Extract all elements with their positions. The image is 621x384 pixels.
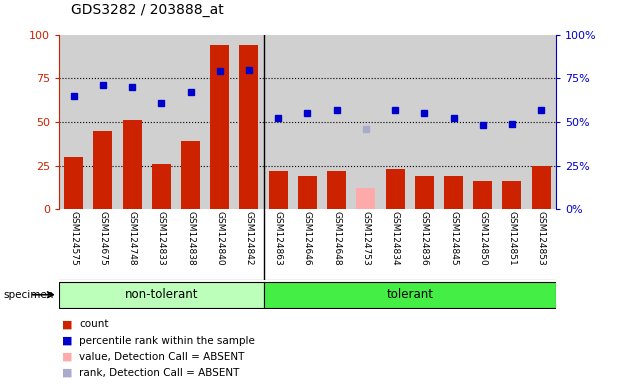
Bar xyxy=(240,45,258,209)
FancyBboxPatch shape xyxy=(59,282,263,308)
Bar xyxy=(327,171,346,209)
Text: GSM124842: GSM124842 xyxy=(245,211,253,265)
Text: rank, Detection Call = ABSENT: rank, Detection Call = ABSENT xyxy=(79,368,240,378)
Bar xyxy=(93,131,112,209)
Text: GSM124575: GSM124575 xyxy=(69,211,78,265)
Bar xyxy=(211,45,229,209)
Text: GSM124834: GSM124834 xyxy=(391,211,399,265)
Text: GSM124836: GSM124836 xyxy=(420,211,428,265)
Text: count: count xyxy=(79,319,109,329)
Text: GSM124646: GSM124646 xyxy=(303,211,312,265)
Text: GSM124853: GSM124853 xyxy=(537,211,546,265)
Text: GSM124753: GSM124753 xyxy=(361,211,370,265)
Bar xyxy=(298,176,317,209)
Text: GSM124863: GSM124863 xyxy=(274,211,283,265)
Text: GSM124748: GSM124748 xyxy=(127,211,137,265)
Text: ■: ■ xyxy=(62,336,73,346)
Bar xyxy=(64,157,83,209)
Text: GSM124675: GSM124675 xyxy=(98,211,107,265)
FancyBboxPatch shape xyxy=(263,282,556,308)
Text: GSM124851: GSM124851 xyxy=(507,211,517,265)
Bar xyxy=(181,141,200,209)
Text: GSM124833: GSM124833 xyxy=(156,211,166,265)
Text: ■: ■ xyxy=(62,319,73,329)
Text: GSM124845: GSM124845 xyxy=(449,211,458,265)
Text: GSM124850: GSM124850 xyxy=(478,211,487,265)
Bar xyxy=(444,176,463,209)
Bar xyxy=(356,188,375,209)
Text: tolerant: tolerant xyxy=(386,288,433,301)
Bar xyxy=(122,120,142,209)
Bar xyxy=(473,181,492,209)
Text: GSM124648: GSM124648 xyxy=(332,211,341,265)
Bar xyxy=(152,164,171,209)
Text: GSM124838: GSM124838 xyxy=(186,211,195,265)
Bar xyxy=(386,169,404,209)
Text: value, Detection Call = ABSENT: value, Detection Call = ABSENT xyxy=(79,352,245,362)
Bar xyxy=(532,166,551,209)
Bar xyxy=(269,171,288,209)
Bar xyxy=(502,181,522,209)
Text: specimen: specimen xyxy=(3,290,53,300)
Text: ■: ■ xyxy=(62,352,73,362)
Bar xyxy=(415,176,434,209)
Text: ■: ■ xyxy=(62,368,73,378)
Text: GDS3282 / 203888_at: GDS3282 / 203888_at xyxy=(71,3,224,17)
Text: non-tolerant: non-tolerant xyxy=(125,288,198,301)
Text: percentile rank within the sample: percentile rank within the sample xyxy=(79,336,255,346)
Text: GSM124840: GSM124840 xyxy=(215,211,224,265)
